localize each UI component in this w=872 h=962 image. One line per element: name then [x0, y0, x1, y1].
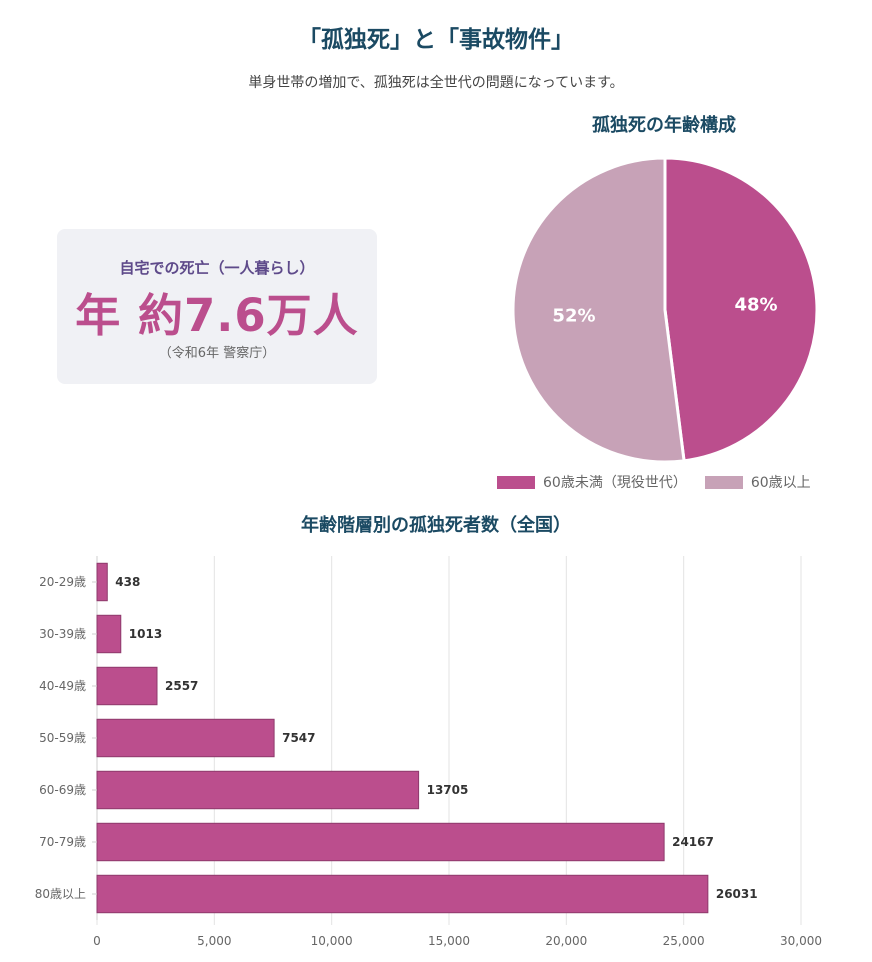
bar[interactable]	[96, 614, 122, 654]
pie-label-60-plus: 52%	[552, 306, 595, 327]
x-tick-label: 5,000	[197, 934, 231, 948]
legend-swatch-under-60	[497, 475, 535, 489]
pie-slice-under-60[interactable]	[663, 156, 819, 463]
legend-item-60-plus[interactable]: 60歳以上	[704, 472, 811, 492]
bar[interactable]	[96, 562, 108, 602]
bar-value-label: 7547	[282, 731, 315, 745]
page-title: 「孤独死」と「事故物件」	[298, 27, 574, 53]
bar-value-label: 24167	[672, 835, 714, 849]
x-tick-label: 15,000	[428, 934, 470, 948]
pie-slice-60-plus[interactable]	[511, 156, 686, 464]
stat-source: （令和6年 警察庁）	[158, 346, 276, 361]
pie-chart-title: 孤独死の年齢構成	[592, 115, 736, 136]
bar[interactable]	[96, 718, 275, 758]
y-tick-label: 60-69歳	[39, 783, 86, 797]
y-tick-label: 30-39歳	[39, 627, 86, 641]
bar-value-label: 1013	[129, 627, 162, 641]
pie-legend: 60歳未満（現役世代） 60歳以上	[497, 472, 857, 492]
bar-chart-title: 年齢階層別の孤独死者数（全国）	[301, 515, 571, 536]
pie-chart: 48% 52%	[511, 156, 819, 464]
y-tick-label: 40-49歳	[39, 679, 86, 693]
bar-value-label: 26031	[716, 887, 758, 901]
stat-card: 自宅での死亡（一人暮らし） 年 約7.6万人 （令和6年 警察庁）	[57, 229, 377, 384]
bar[interactable]	[96, 770, 420, 810]
bar[interactable]	[96, 822, 665, 862]
y-tick-label: 80歳以上	[35, 887, 86, 901]
x-tick-label: 10,000	[311, 934, 353, 948]
stat-value: 年 約7.6万人	[75, 289, 359, 342]
stat-label: 自宅での死亡（一人暮らし）	[119, 259, 315, 277]
legend-item-under-60[interactable]: 60歳未満（現役世代）	[497, 472, 687, 492]
bar[interactable]	[96, 666, 158, 706]
bar-value-label: 438	[115, 575, 140, 589]
legend-label-under-60: 60歳未満（現役世代）	[543, 475, 687, 491]
bar[interactable]	[96, 874, 709, 914]
x-tick-label: 30,000	[780, 934, 822, 948]
pie-label-under-60: 48%	[734, 294, 777, 315]
bar-chart: 0 5,000 10,000 15,000 20,000 25,000 30,000 20-2…	[35, 556, 822, 948]
legend-swatch-60-plus	[704, 475, 743, 489]
y-tick-label: 20-29歳	[39, 575, 86, 589]
legend-label-60-plus: 60歳以上	[750, 475, 811, 491]
bar-value-label: 13705	[427, 783, 469, 797]
y-tick-label: 70-79歳	[39, 835, 86, 849]
x-tick-label: 25,000	[663, 934, 705, 948]
page-subtitle: 単身世帯の増加で、孤独死は全世代の問題になっています。	[248, 75, 624, 91]
y-tick-label: 50-59歳	[39, 731, 86, 745]
x-tick-label: 0	[93, 934, 101, 948]
bar-value-label: 2557	[165, 679, 198, 693]
x-tick-label: 20,000	[545, 934, 587, 948]
